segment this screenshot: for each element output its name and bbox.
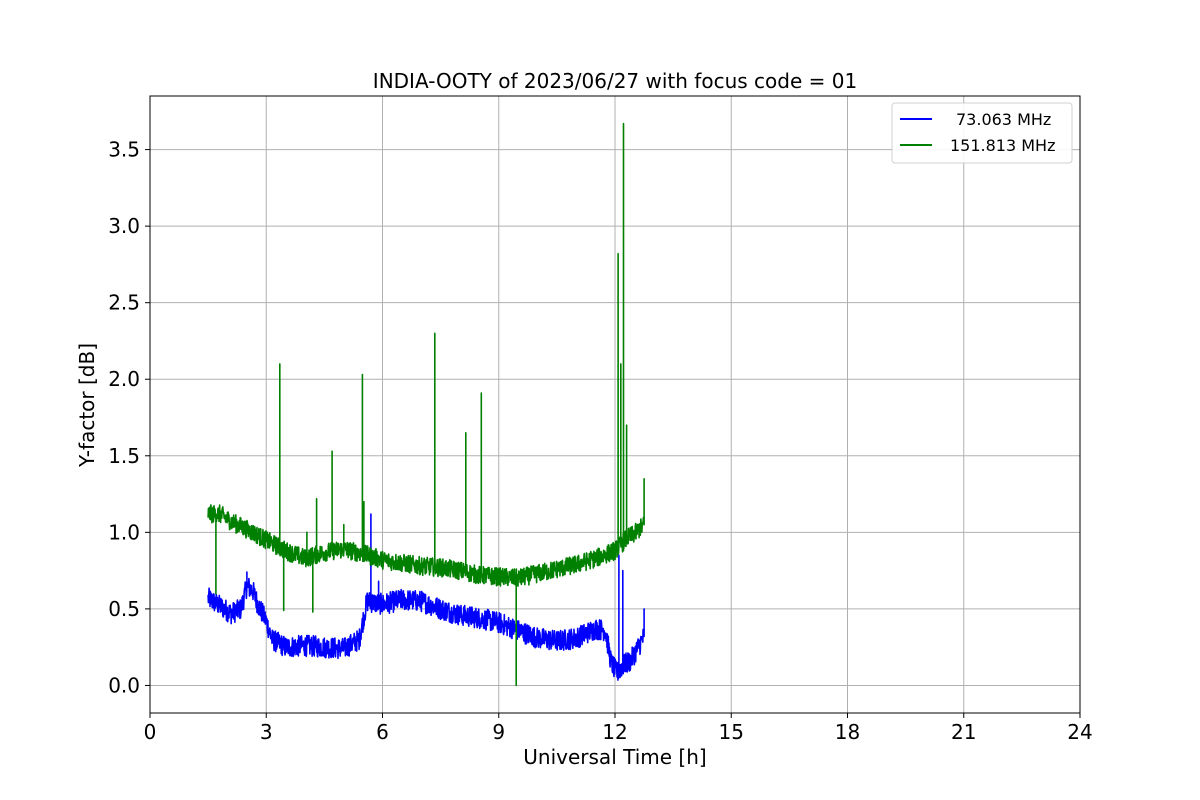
series-line-1 [207, 122, 645, 687]
x-tick-label: 12 [602, 720, 627, 744]
y-tick-label: 1.5 [108, 444, 140, 468]
y-tick-label: 0.0 [108, 673, 140, 697]
x-axis: 0 3 6 9 12 15 18 21 24 [144, 713, 1093, 744]
x-tick-label: 18 [835, 720, 860, 744]
series-line-0 [207, 513, 645, 681]
y-tick-label: 3.0 [108, 214, 140, 238]
legend-box [891, 102, 1073, 164]
legend-label-151mhz: 151.813 MHz [950, 136, 1055, 155]
y-axis-label: Y-factor [dB] [75, 343, 99, 468]
legend-label-73mhz: 73.063 MHz [956, 110, 1051, 129]
x-tick-label: 6 [376, 720, 389, 744]
y-axis: 0.0 0.5 1.0 1.5 2.0 2.5 3.0 3.5 [108, 138, 150, 697]
y-tick-label: 0.5 [108, 597, 140, 621]
x-tick-label: 15 [719, 720, 744, 744]
x-tick-label: 3 [260, 720, 273, 744]
chart-title: INDIA-OOTY of 2023/06/27 with focus code… [373, 69, 857, 93]
y-tick-label: 2.5 [108, 291, 140, 315]
y-tick-label: 1.0 [108, 520, 140, 544]
x-tick-label: 24 [1067, 720, 1092, 744]
y-tick-label: 2.0 [108, 367, 140, 391]
legend: 73.063 MHz 151.813 MHz [891, 102, 1073, 164]
x-tick-label: 21 [951, 720, 976, 744]
x-tick-label: 0 [144, 720, 157, 744]
series-layer [207, 122, 645, 687]
y-tick-label: 3.5 [108, 138, 140, 162]
x-tick-label: 9 [492, 720, 505, 744]
x-axis-label: Universal Time [h] [523, 745, 706, 769]
